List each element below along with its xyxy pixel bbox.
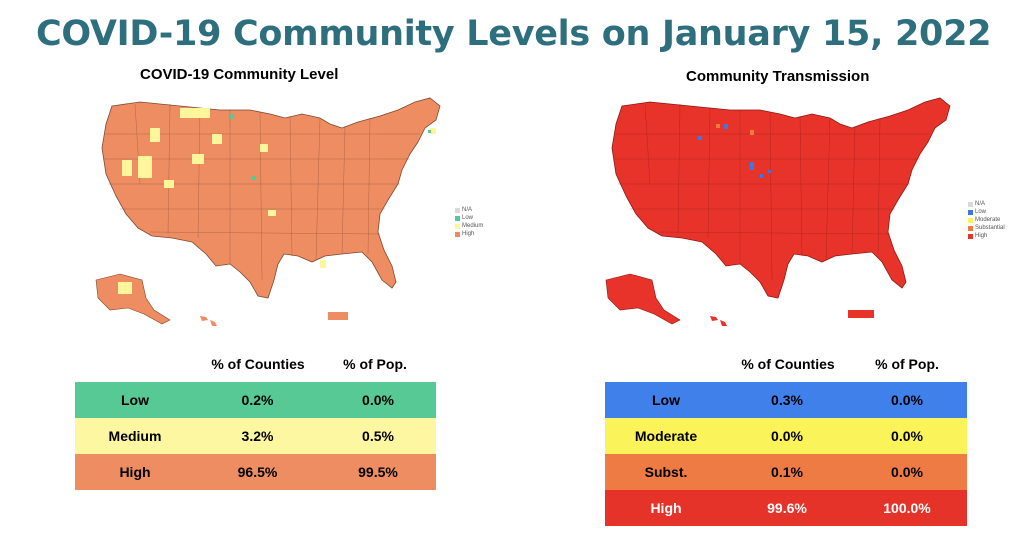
table-row: Subst. 0.1% 0.0% [605,454,967,490]
pop-value: 99.5% [358,464,398,480]
counties-value: 0.3% [771,392,803,408]
table-row: Moderate 0.0% 0.0% [605,418,967,454]
left-map-title: COVID-19 Community Level [140,66,339,83]
legend-label: Substantial [975,225,1005,231]
puerto-rico-shape [328,312,348,320]
counties-value: 99.6% [767,500,807,516]
legend-label: Moderate [975,217,1001,223]
community-transmission-map [605,97,951,326]
legend-label: High [975,233,988,239]
hawaii-shape [200,316,217,326]
left-map-legend: N/A Low Medium High [455,206,483,238]
legend-swatch [455,215,460,221]
community-level-map [95,97,441,326]
page-title: COVID-19 Community Levels on January 15,… [36,14,992,54]
legend-swatch [968,217,973,223]
row-label: Subst. [644,464,688,480]
community-level-table: Low 0.2% 0.0% Medium 3.2% 0.5% High 96.5… [75,382,436,490]
row-label: High [650,500,682,516]
alaska-shape [95,273,171,325]
pop-value: 0.0% [891,464,923,480]
legend-item: Substantial [968,224,1005,232]
legend-item: N/A [968,200,1005,208]
legend-label: Medium [462,223,484,229]
legend-swatch [455,231,460,237]
state-borders [104,103,420,281]
legend-swatch [455,207,460,213]
substantial-transmission-areas [716,124,754,135]
pop-value: 100.0% [883,500,931,516]
legend-label: Low [462,215,474,221]
left-col-header-counties: % of Counties [211,356,305,372]
counties-value: 0.1% [771,464,803,480]
row-label: High [119,464,151,480]
counties-value: 0.0% [771,428,803,444]
legend-item: N/A [455,206,483,214]
legend-label: High [462,231,475,237]
row-label: Low [121,392,149,408]
legend-label: N/A [975,201,986,207]
counties-value: 96.5% [237,464,278,480]
legend-item: Low [968,208,1005,216]
legend-item: High [455,230,483,238]
low-level-areas [230,114,431,180]
left-col-header-pop: % of Pop. [343,356,407,372]
alaska-shape [605,273,681,325]
table-row: Low 0.3% 0.0% [605,382,967,418]
pop-value: 0.0% [891,392,923,408]
legend-swatch [455,223,460,229]
us-mainland-shape [611,97,951,299]
legend-swatch [968,225,973,231]
legend-item: Moderate [968,216,1005,224]
counties-value: 0.2% [241,392,274,408]
row-label: Medium [108,428,162,444]
table-row: Medium 3.2% 0.5% [75,418,436,454]
row-label: Low [652,392,680,408]
right-map-title: Community Transmission [686,68,870,85]
state-borders [614,103,930,281]
right-col-header-counties: % of Counties [741,356,835,372]
puerto-rico-shape [848,310,874,318]
right-col-header-pop: % of Pop. [875,356,939,372]
legend-swatch [968,201,973,207]
counties-value: 3.2% [241,428,274,444]
legend-label: Low [975,209,987,215]
us-mainland-shape [101,97,441,299]
legend-item: Low [455,214,483,222]
medium-level-areas [122,108,436,268]
legend-label: N/A [462,207,473,213]
pop-value: 0.0% [891,428,923,444]
pop-value: 0.5% [362,428,394,444]
right-map-legend: N/A Low Moderate Substantial High [968,200,1005,240]
legend-swatch [968,209,973,215]
table-row: Low 0.2% 0.0% [75,382,436,418]
table-row: High 99.6% 100.0% [605,490,967,526]
low-transmission-areas [698,124,771,178]
community-transmission-table: Low 0.3% 0.0% Moderate 0.0% 0.0% Subst. … [605,382,967,526]
legend-swatch [968,233,973,239]
table-row: High 96.5% 99.5% [75,454,436,490]
pop-value: 0.0% [362,392,394,408]
legend-item: High [968,232,1005,240]
row-label: Moderate [634,428,698,444]
legend-item: Medium [455,222,483,230]
hawaii-shape [710,316,727,326]
